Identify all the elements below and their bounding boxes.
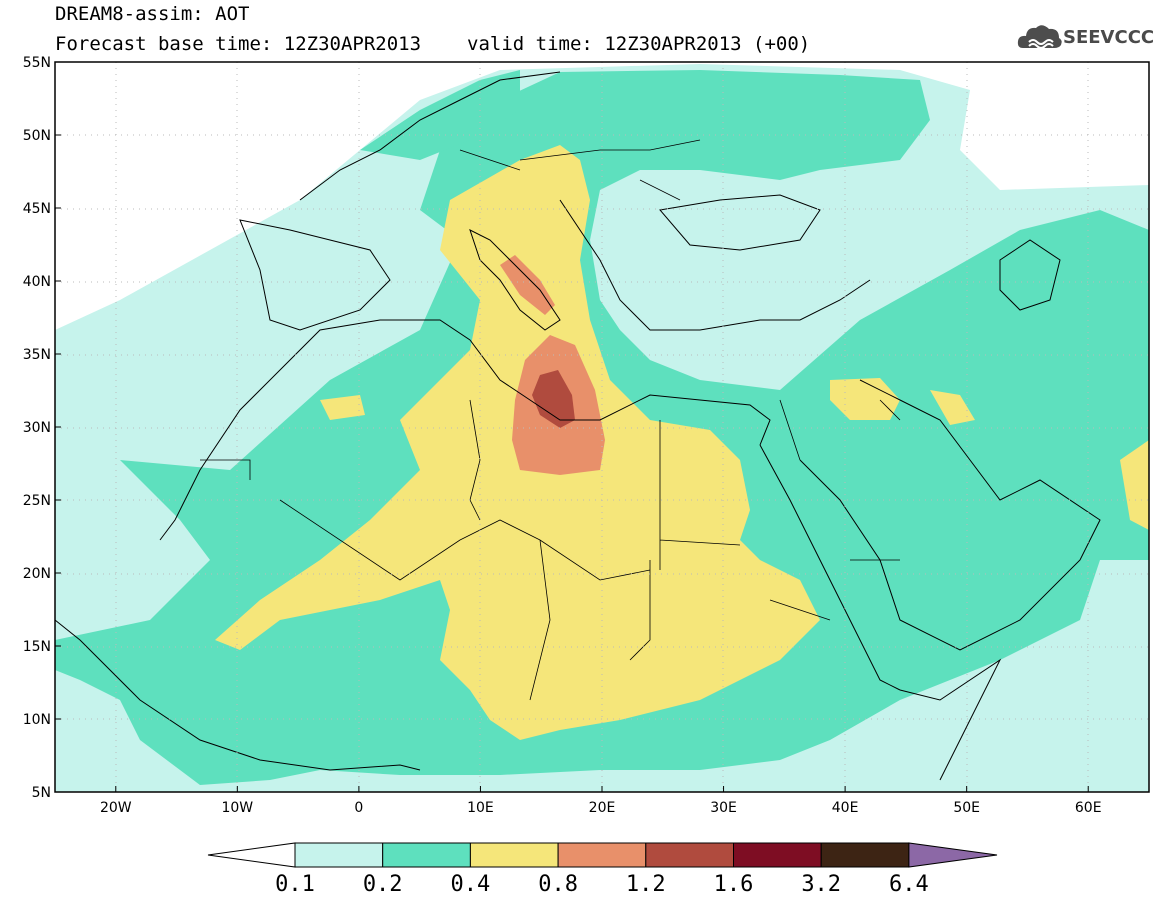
coastline-arabia xyxy=(799,379,1101,651)
lat-tick-label: 50N xyxy=(23,128,51,144)
lat-tick-label: 10N xyxy=(23,712,51,728)
aot-band-0.4-0.8-arabia-e xyxy=(1120,440,1149,530)
lon-tick-label: 20E xyxy=(589,800,616,816)
lat-tick-label: 5N xyxy=(32,785,51,801)
coastline-balkans-turkey xyxy=(559,199,871,331)
forecast-base-time: Forecast base time: 12Z30APR2013 xyxy=(55,33,422,55)
colorbar-label: 1.2 xyxy=(626,872,666,897)
colorbar-label: 0.1 xyxy=(275,872,315,897)
lon-tick-label: 40E xyxy=(832,800,859,816)
aot-band-0.8-1.2-italy xyxy=(500,255,555,315)
coastline-gulf-guinea xyxy=(55,619,421,771)
gridlines xyxy=(55,62,1149,792)
latitude-axis: 55N 50N 45N 40N 35N 30N 25N 20N 15N 10N 5N xyxy=(23,55,61,801)
aot-band-1.2-1.6 xyxy=(532,370,575,428)
colorbar-label: 1.6 xyxy=(714,872,754,897)
lat-tick-label: 40N xyxy=(23,274,51,290)
colorbar-box xyxy=(469,842,559,868)
seevccc-logo: SEEVCCC xyxy=(1017,20,1157,56)
colorbar-upper-arrow xyxy=(908,842,998,868)
coastline-iberia xyxy=(239,219,391,331)
colorbar-label: 6.4 xyxy=(889,872,929,897)
lat-tick-label: 30N xyxy=(23,420,51,436)
lat-tick-label: 45N xyxy=(23,201,51,217)
colorbar-labels: 0.1 0.2 0.4 0.8 1.2 1.6 3.2 6.4 xyxy=(275,872,929,897)
lon-tick-label: 20W xyxy=(100,800,132,816)
lat-tick-label: 55N xyxy=(23,55,51,71)
aot-band-0.1-0.2-east-med xyxy=(610,200,900,330)
chart-title: DREAM8-assim: AOT xyxy=(55,3,250,25)
coastline-caspian xyxy=(999,239,1061,311)
colorbar-box xyxy=(645,842,734,868)
lat-tick-label: 35N xyxy=(23,347,51,363)
coastlines-and-borders xyxy=(55,71,1101,781)
lon-tick-label: 10W xyxy=(221,800,253,816)
coastline-europe-north xyxy=(299,71,561,201)
chart-subtitle: Forecast base time: 12Z30APR2013 valid ti… xyxy=(55,34,810,54)
cloud-logo-icon xyxy=(1017,25,1062,49)
aot-band-0.4-0.8-west xyxy=(320,395,365,420)
aot-band-0.4-0.8-gulf xyxy=(930,390,975,425)
colorbar-label: 0.2 xyxy=(363,872,403,897)
lon-tick-label: 30E xyxy=(710,800,737,816)
colorbar-boxes xyxy=(207,842,998,868)
coastline-horn-africa xyxy=(899,658,1002,781)
aot-band-0.4-0.8-iran xyxy=(830,378,900,420)
lon-tick-label: 60E xyxy=(1075,800,1102,816)
coastline-black-sea xyxy=(659,194,821,251)
colorbar-label: 0.4 xyxy=(451,872,491,897)
coastline-italy xyxy=(469,229,561,331)
border-lines xyxy=(200,139,901,701)
colorbar-label: 3.2 xyxy=(801,872,841,897)
longitude-axis: 20W 10W 0 10E 20E 30E 40E 50E 60E xyxy=(100,786,1102,816)
lon-tick-label: 50E xyxy=(953,800,980,816)
lat-tick-label: 15N xyxy=(23,639,51,655)
colorbar-box xyxy=(820,842,910,868)
colorbar-label: 0.8 xyxy=(538,872,578,897)
colorbar-box xyxy=(382,842,471,868)
colorbar-box xyxy=(557,842,647,868)
lon-tick-label: 10E xyxy=(467,800,494,816)
colorbar-lower-arrow xyxy=(207,842,296,868)
lat-tick-label: 20N xyxy=(23,566,51,582)
logo-text: SEEVCCC xyxy=(1063,27,1155,48)
valid-time: valid time: 12Z30APR2013 (+00) xyxy=(467,33,811,55)
coastline-red-sea xyxy=(759,444,901,691)
lat-tick-label: 25N xyxy=(23,493,51,509)
colorbar-box xyxy=(733,842,822,868)
colorbar-box xyxy=(294,842,384,868)
coastline-west-africa xyxy=(159,319,771,541)
lon-tick-label: 0 xyxy=(354,800,363,816)
